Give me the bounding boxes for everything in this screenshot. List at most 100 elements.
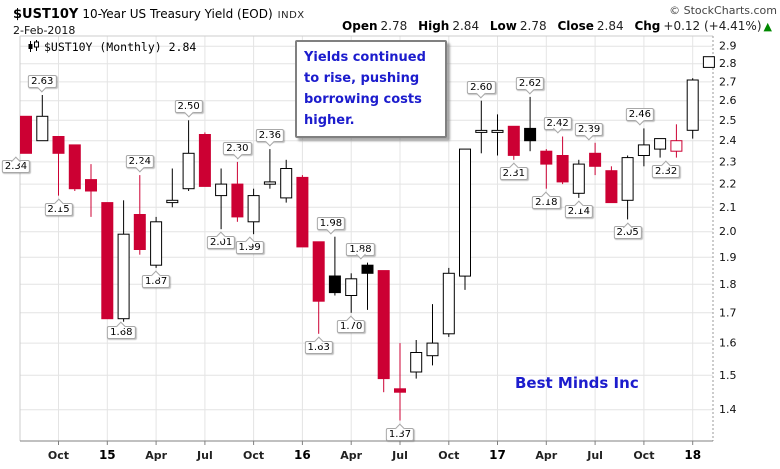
candle-2015-02 bbox=[117, 200, 130, 322]
price-callout: 2.63 bbox=[28, 75, 57, 93]
price-callout: 2.05 bbox=[613, 222, 642, 240]
candle-2016-05 bbox=[361, 262, 374, 310]
candle-2015-07 bbox=[198, 132, 211, 187]
x-tick-label: Oct bbox=[243, 449, 264, 462]
candle-2016-07 bbox=[394, 343, 406, 421]
x-tick-label: Apr bbox=[145, 449, 167, 462]
price-callout: 2.24 bbox=[125, 155, 154, 173]
candle-2014-09 bbox=[36, 95, 49, 142]
candle-2015-10 bbox=[247, 188, 260, 235]
y-tick-label: 1.7 bbox=[719, 306, 737, 319]
watermark-text: Best Minds Inc bbox=[515, 374, 639, 392]
x-tick-label: Oct bbox=[48, 449, 69, 462]
candle-2016-01 bbox=[296, 175, 309, 248]
candle-2017-02 bbox=[507, 125, 520, 160]
price-callout: 2.32 bbox=[651, 160, 681, 178]
high-value: 2.84 bbox=[452, 19, 480, 33]
price-callout: 2.46 bbox=[625, 108, 655, 126]
candle-2015-12 bbox=[280, 159, 293, 203]
annotation-box: Yields continued to rise, pushing borrow… bbox=[295, 40, 447, 138]
candle-2016-03 bbox=[328, 236, 341, 296]
chart-header: $UST10Y 10-Year US Treasury Yield (EOD) IN… bbox=[13, 3, 777, 22]
price-callout: 2.18 bbox=[532, 191, 561, 209]
open-label: Open bbox=[342, 19, 378, 33]
annotation-text: Yields continued to rise, pushing borrow… bbox=[304, 50, 426, 128]
price-callout: 2.36 bbox=[255, 129, 285, 147]
price-callout: 1.98 bbox=[316, 216, 346, 234]
price-callout: 2.50 bbox=[174, 100, 203, 118]
candle-2015-01 bbox=[101, 202, 114, 320]
y-tick-label: 2.4 bbox=[719, 134, 737, 147]
candle-2017-11 bbox=[654, 138, 667, 158]
high-label: High bbox=[418, 19, 450, 33]
price-callout: 1.70 bbox=[337, 315, 366, 333]
chart-legend-text: $UST10Y (Monthly) 2.84 bbox=[44, 40, 197, 54]
candle-2017-10 bbox=[637, 128, 650, 167]
y-tick-label: 1.4 bbox=[719, 403, 737, 416]
candle-2015-04 bbox=[150, 216, 163, 268]
chg-label: Chg bbox=[634, 19, 661, 33]
candle-2016-04 bbox=[345, 273, 358, 313]
low-label: Low bbox=[489, 19, 517, 33]
price-callout: 1.88 bbox=[346, 242, 375, 260]
candle-2017-03 bbox=[524, 96, 537, 152]
price-callout: 2.42 bbox=[543, 116, 572, 134]
chart-legend: $UST10Y (Monthly) 2.84 bbox=[27, 40, 196, 54]
y-tick-label: 2.9 bbox=[719, 40, 737, 53]
open-value: 2.78 bbox=[380, 19, 408, 33]
x-tick-label: 17 bbox=[489, 448, 506, 462]
x-tick-label: Oct bbox=[633, 449, 654, 462]
x-tick-label: Apr bbox=[535, 449, 557, 462]
price-callout: 1.68 bbox=[107, 321, 136, 339]
candle-2016-11 bbox=[459, 148, 471, 290]
x-tick-label: 18 bbox=[684, 448, 701, 462]
candle-2015-05 bbox=[166, 168, 179, 208]
x-tick-label: Jul bbox=[196, 449, 213, 462]
price-callout: 2.31 bbox=[499, 162, 528, 180]
candle-2016-02 bbox=[312, 241, 325, 334]
candle-2016-08 bbox=[410, 340, 423, 379]
y-tick-label: 2.2 bbox=[719, 178, 737, 191]
price-callout: 2.34 bbox=[1, 156, 31, 174]
candle-2014-12 bbox=[85, 164, 97, 217]
y-tick-label: 1.6 bbox=[719, 337, 737, 350]
x-tick-label: 15 bbox=[99, 448, 116, 462]
price-callout: 2.60 bbox=[467, 80, 496, 98]
x-tick-label: 16 bbox=[294, 448, 311, 462]
y-tick-label: 1.5 bbox=[719, 369, 737, 382]
x-tick-label: Jul bbox=[586, 449, 603, 462]
candlestick-icon bbox=[28, 40, 39, 52]
candle-2017-06 bbox=[572, 159, 585, 198]
candle-2016-09 bbox=[426, 304, 439, 366]
y-tick-label: 2.6 bbox=[719, 94, 737, 107]
y-tick-label: 2.3 bbox=[719, 155, 737, 168]
symbol-description: 10-Year US Treasury Yield (EOD) bbox=[82, 7, 273, 21]
low-value: 2.78 bbox=[519, 19, 547, 33]
y-tick-label: 2.0 bbox=[719, 225, 737, 238]
candle-2017-08 bbox=[605, 166, 618, 204]
quote-strip: Open 2.78 High 2.84 Low 2.78 Close 2.84 Chg +… bbox=[335, 19, 772, 33]
quote-date: 2-Feb-2018 bbox=[13, 24, 76, 37]
y-tick-label: 2.1 bbox=[719, 201, 737, 214]
price-callout: 2.39 bbox=[574, 122, 604, 141]
y-tick-label: 2.8 bbox=[719, 57, 737, 70]
stockcharts-copyright: © StockCharts.com bbox=[669, 4, 777, 17]
candle-2017-04 bbox=[540, 149, 553, 189]
y-tick-label: 2.7 bbox=[719, 75, 737, 88]
x-tick-label: Apr bbox=[340, 449, 362, 462]
price-callout: 2.15 bbox=[44, 198, 73, 216]
close-value: 2.84 bbox=[596, 19, 624, 33]
chg-value: +0.12 (+4.41%) bbox=[663, 19, 762, 33]
y-tick-label: 2.5 bbox=[719, 114, 737, 127]
candle-2015-03 bbox=[133, 175, 146, 255]
candle-2016-12 bbox=[475, 100, 488, 154]
up-arrow-icon: ▲ bbox=[763, 20, 772, 33]
candle-2014-10 bbox=[52, 136, 65, 196]
price-callout: 2.62 bbox=[515, 76, 545, 95]
price-callout: 1.63 bbox=[304, 336, 333, 354]
candle-2017-09 bbox=[621, 155, 634, 220]
candle-2016-06 bbox=[377, 270, 390, 393]
price-callout: 1.87 bbox=[141, 270, 171, 288]
candle-2017-12 bbox=[670, 124, 683, 158]
